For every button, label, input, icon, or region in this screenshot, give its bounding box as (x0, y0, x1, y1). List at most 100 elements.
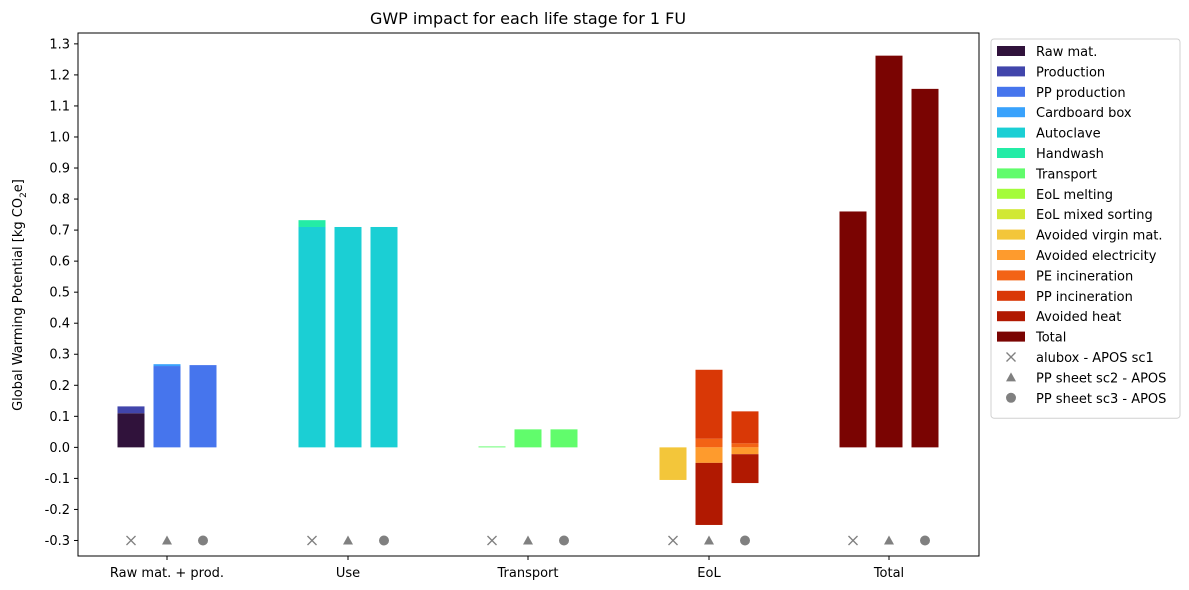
scenario-markers (126, 535, 930, 546)
y-tick-label: 0.6 (49, 255, 70, 270)
y-tick-label: -0.2 (45, 503, 70, 518)
legend-swatch (997, 46, 1025, 56)
bar-segment-pe-incineration (695, 438, 723, 448)
y-tick-label: 0.9 (49, 162, 70, 177)
legend-item-eol-melting: EoL melting (997, 188, 1113, 203)
legend-marker (1006, 372, 1016, 382)
legend-label: PP incineration (1036, 290, 1133, 305)
legend-label: Transport (1035, 167, 1097, 182)
y-tick-label: 0.1 (49, 410, 70, 425)
marker-alubox-apos-sc1 (487, 535, 497, 546)
legend-label: Raw mat. (1036, 45, 1097, 60)
y-axis-label-suffix: e] (11, 179, 26, 192)
marker-pp-sheet-sc3-apos (920, 535, 930, 546)
legend-label: Autoclave (1036, 127, 1101, 142)
legend-item-transport: Transport (997, 167, 1097, 182)
legend-label: Total (1035, 331, 1066, 346)
marker-pp-sheet-sc2-apos (523, 535, 533, 545)
legend-swatch (997, 188, 1025, 199)
legend-label: PP production (1036, 86, 1126, 101)
bar-segment-transport (478, 446, 506, 448)
legend-label: Production (1036, 65, 1105, 80)
legend-swatch (997, 66, 1025, 77)
legend-marker (1006, 392, 1016, 403)
y-tick-label: 0.7 (49, 224, 70, 239)
marker-alubox-apos-sc1 (668, 535, 678, 546)
y-axis-label-subscript: 2 (19, 192, 29, 198)
x-tick-label: EoL (697, 566, 721, 581)
legend-item-autoclave: Autoclave (997, 127, 1101, 142)
bar-segment-transport (514, 429, 542, 448)
legend-label: alubox - APOS sc1 (1036, 351, 1154, 366)
y-tick-label: 0.8 (49, 193, 70, 208)
legend-label: Avoided electricity (1036, 249, 1157, 264)
marker-alubox-apos-sc1 (307, 535, 317, 546)
bar-segment-pe-incineration (731, 443, 759, 448)
legend-marker (1006, 352, 1016, 362)
legend-swatch (997, 107, 1025, 118)
legend-label: EoL melting (1036, 188, 1113, 203)
marker-pp-sheet-sc3-apos (379, 535, 389, 546)
y-tick-label: 1.1 (49, 99, 70, 114)
legend-item-pp-incineration: PP incineration (997, 290, 1133, 305)
legend-item-pp-production: PP production (997, 86, 1126, 101)
bar-segment-avoided-electricity (731, 447, 759, 455)
marker-pp-sheet-sc2-apos (704, 535, 714, 545)
y-tick-label: -0.1 (45, 472, 70, 487)
legend-swatch (997, 168, 1025, 179)
legend-item-handwash: Handwash (997, 147, 1104, 162)
legend-swatch (997, 270, 1025, 281)
legend-item-alubox-apos-sc1: alubox - APOS sc1 (1006, 351, 1154, 366)
marker-pp-sheet-sc2-apos (343, 535, 353, 545)
legend-item-avoided-electricity: Avoided electricity (997, 249, 1157, 264)
y-tick-label: 0.0 (49, 441, 70, 456)
legend-label: Avoided heat (1036, 310, 1121, 325)
bar-segment-autoclave (298, 226, 326, 448)
marker-pp-sheet-sc2-apos (162, 535, 172, 545)
y-tick-label: 0.3 (49, 348, 70, 363)
x-tick-label: Use (336, 566, 360, 581)
bar-segment-avoided-heat (695, 462, 723, 525)
bar-segment-total (839, 211, 867, 448)
y-tick-label: 1.0 (49, 130, 70, 145)
legend-swatch (997, 331, 1025, 342)
x-tick-label: Transport (496, 566, 558, 581)
legend-item-raw-mat: Raw mat. (997, 45, 1097, 60)
legend-label: Cardboard box (1036, 106, 1132, 121)
bar-segment-autoclave (334, 226, 362, 448)
bar-segment-pp-production (189, 365, 217, 448)
legend-swatch (997, 127, 1025, 138)
legend-swatch (997, 250, 1025, 260)
y-tick-label: 0.4 (49, 317, 70, 332)
legend-swatch (997, 229, 1025, 240)
marker-pp-sheet-sc3-apos (559, 535, 569, 546)
legend-label: PP sheet sc3 - APOS (1036, 392, 1166, 407)
chart-title: GWP impact for each life stage for 1 FU (370, 9, 686, 28)
bar-segment-total (875, 55, 903, 448)
y-tick-label: 0.5 (49, 286, 70, 301)
legend-label: Avoided virgin mat. (1036, 229, 1163, 244)
legend-label: PE incineration (1036, 269, 1133, 284)
bar-segment-avoided-heat (731, 454, 759, 484)
bar-segment-pp-production (153, 366, 181, 448)
y-tick-label: 0.2 (49, 379, 70, 394)
y-axis-label: Global Warming Potential [kg CO2e] (11, 179, 29, 411)
legend-label: EoL mixed sorting (1036, 208, 1153, 223)
bar-segment-avoided-electricity (695, 447, 723, 463)
legend-item-pe-incineration: PE incineration (997, 269, 1133, 284)
bar-segment-autoclave (370, 226, 398, 448)
marker-pp-sheet-sc3-apos (740, 535, 750, 546)
legend-item-avoided-virgin-mat: Avoided virgin mat. (997, 229, 1163, 244)
marker-alubox-apos-sc1 (848, 535, 858, 546)
bar-segment-pp-incineration (731, 411, 759, 444)
bars-layer (117, 55, 939, 525)
bar-segment-pp-incineration (695, 369, 723, 439)
bar-segment-avoided-virgin-mat (659, 447, 687, 480)
bar-segment-raw-mat (117, 413, 145, 448)
bar-segment-production (117, 406, 145, 414)
legend-swatch (997, 311, 1025, 322)
axes: -0.3 -0.2 -0.1 0.0 0.1 0.2 0.3 0.4 0.5 0.6 0.7 0.8 0… (45, 32, 980, 581)
legend-item-cardboard-box: Cardboard box (997, 106, 1132, 121)
legend-item-pp-sheet-sc3-apos: PP sheet sc3 - APOS (1006, 392, 1166, 407)
legend-swatch (997, 209, 1025, 220)
